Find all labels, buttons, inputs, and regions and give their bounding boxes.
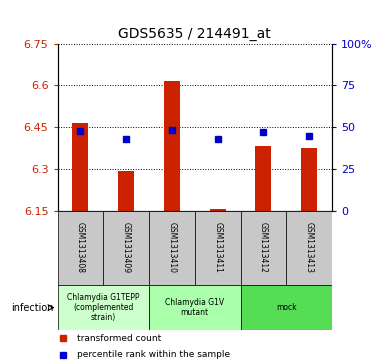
Text: percentile rank within the sample: percentile rank within the sample xyxy=(77,350,230,359)
Bar xyxy=(118,171,134,211)
Title: GDS5635 / 214491_at: GDS5635 / 214491_at xyxy=(118,27,271,41)
Bar xyxy=(58,211,103,285)
Bar xyxy=(240,285,332,330)
Bar xyxy=(149,211,195,285)
Bar xyxy=(103,211,149,285)
Bar xyxy=(149,285,240,330)
Bar xyxy=(301,148,317,211)
Bar xyxy=(240,211,286,285)
Bar xyxy=(58,285,149,330)
Text: transformed count: transformed count xyxy=(77,334,161,343)
Bar xyxy=(210,209,226,211)
Text: GSM1313413: GSM1313413 xyxy=(305,222,313,273)
Text: GSM1313412: GSM1313412 xyxy=(259,222,268,273)
Text: Chlamydia G1TEPP
(complemented
strain): Chlamydia G1TEPP (complemented strain) xyxy=(67,293,139,322)
Text: infection: infection xyxy=(11,303,54,313)
Text: GSM1313411: GSM1313411 xyxy=(213,222,222,273)
Text: Chlamydia G1V
mutant: Chlamydia G1V mutant xyxy=(165,298,224,317)
Text: GSM1313410: GSM1313410 xyxy=(167,222,176,273)
Bar xyxy=(286,211,332,285)
Bar xyxy=(164,81,180,211)
Bar xyxy=(255,146,272,211)
Bar xyxy=(195,211,240,285)
Text: GSM1313408: GSM1313408 xyxy=(76,222,85,273)
Bar xyxy=(72,123,88,211)
Text: mock: mock xyxy=(276,303,296,312)
Text: GSM1313409: GSM1313409 xyxy=(122,222,131,273)
